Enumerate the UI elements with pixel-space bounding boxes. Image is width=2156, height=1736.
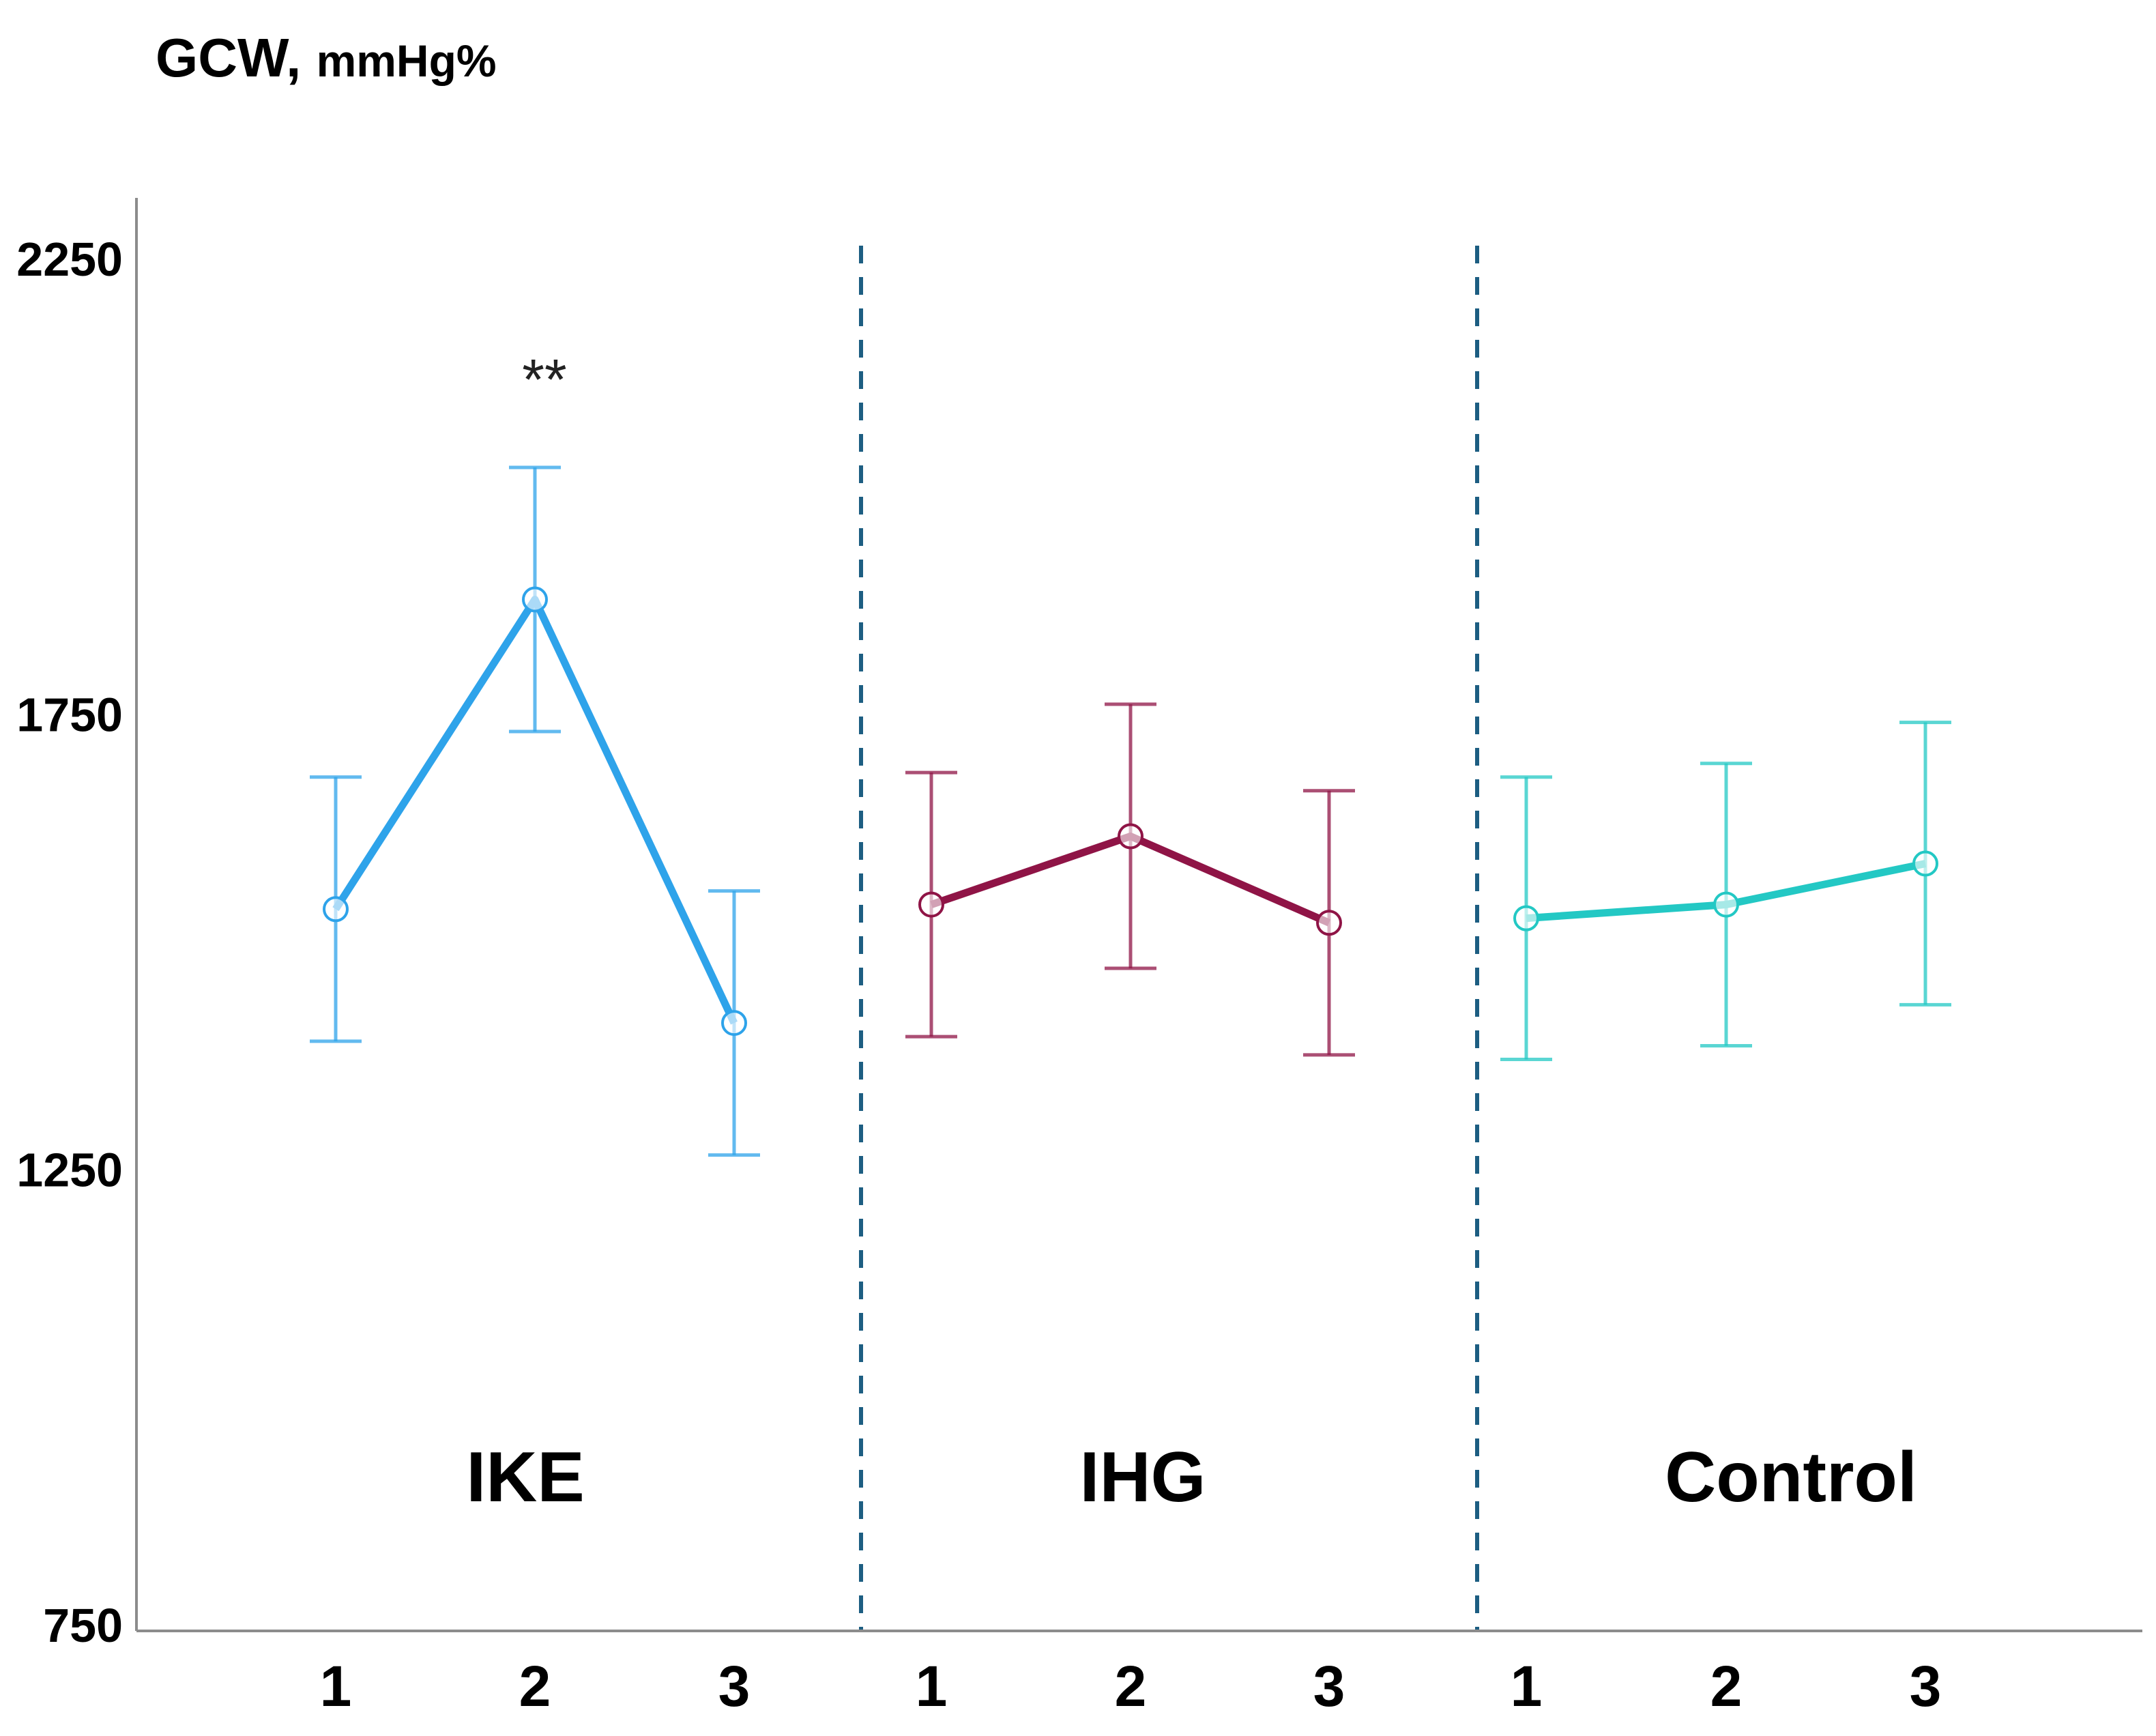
x-tick-label: 3 [1910,1654,1942,1718]
data-point [1513,905,1539,931]
y-tick-label: 1750 [16,688,123,741]
series-groups: IKE IHG Control ** [310,347,1951,1517]
group-separators [859,246,1479,1630]
x-tick-label: 1 [1511,1654,1543,1718]
y-axis-title-main: GCW, [156,27,301,88]
series-control: Control [1500,721,1951,1517]
group-label: Control [1665,1438,1917,1517]
data-point [522,586,548,613]
y-tick-label: 1250 [16,1144,123,1197]
data-point [918,891,944,918]
x-tick-label: 1 [916,1654,948,1718]
y-tick-labels: 750 1250 1750 2250 [16,233,123,1652]
group-label: IHG [1080,1438,1206,1517]
y-tick-label: 2250 [16,233,123,286]
y-tick-label: 750 [43,1599,123,1652]
x-tick-label: 3 [718,1654,751,1718]
significance-marker: ** [522,347,566,411]
data-point [1912,850,1938,877]
y-axis-title-unit: mmHg% [317,35,497,86]
x-tick-label: 1 [320,1654,352,1718]
data-point [721,1010,747,1037]
data-point [323,896,349,923]
x-tick-label: 3 [1313,1654,1345,1718]
y-axis-title: GCW, mmHg% [156,27,497,88]
data-point [1316,910,1342,936]
x-tick-label: 2 [1710,1654,1743,1718]
group-label: IKE [466,1438,584,1517]
series-ihg: IHG [905,702,1355,1517]
x-tick-labels: 1 2 3 1 2 3 1 2 3 [320,1654,1942,1718]
data-point [1118,823,1143,850]
x-tick-label: 2 [519,1654,551,1718]
data-point [1713,891,1739,918]
series-ike: IKE [310,465,760,1517]
x-tick-label: 2 [1115,1654,1147,1718]
